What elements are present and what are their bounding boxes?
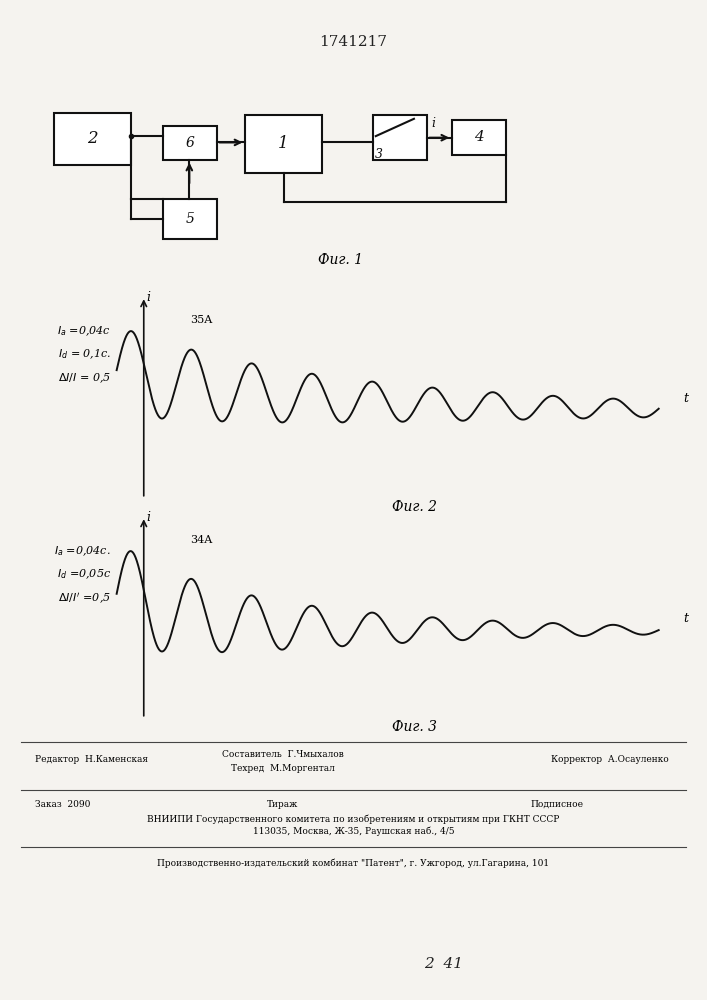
Text: $\Delta I/I$ = 0,5: $\Delta I/I$ = 0,5	[58, 372, 111, 385]
Text: 35A: 35A	[189, 315, 212, 325]
Text: 3: 3	[375, 148, 382, 161]
Text: Редактор  Н.Каменская: Редактор Н.Каменская	[35, 755, 148, 764]
Text: 34A: 34A	[189, 535, 212, 545]
Text: Фиг. 2: Фиг. 2	[392, 500, 437, 514]
Text: $\Delta I/I'$ =0,5: $\Delta I/I'$ =0,5	[58, 591, 111, 606]
Text: $I_a$ =0,04c.: $I_a$ =0,04c.	[54, 544, 111, 558]
Text: Производственно-издательский комбинат "Патент", г. Ужгород, ул.Гагарина, 101: Производственно-издательский комбинат "П…	[158, 858, 549, 867]
Text: $I_a$ =0,04c: $I_a$ =0,04c	[57, 324, 111, 338]
Text: 4: 4	[474, 130, 484, 144]
Text: 1: 1	[278, 135, 289, 152]
Bar	[245, 115, 322, 173]
Text: $I_d$ = 0,1c.: $I_d$ = 0,1c.	[58, 348, 111, 361]
Text: Тираж: Тираж	[267, 800, 298, 809]
Text: Корректор  А.Осауленко: Корректор А.Осауленко	[551, 755, 670, 764]
Text: Составитель  Г.Чмыхалов: Составитель Г.Чмыхалов	[222, 750, 344, 759]
Text: Заказ  2090: Заказ 2090	[35, 800, 90, 809]
Text: t: t	[683, 612, 688, 625]
Text: ВНИИПИ Государственного комитета по изобретениям и открытиям при ГКНТ СССР: ВНИИПИ Государственного комитета по изоб…	[147, 814, 560, 823]
Text: i: i	[146, 511, 151, 524]
Text: 113035, Москва, Ж-35, Раушская наб., 4/5: 113035, Москва, Ж-35, Раушская наб., 4/5	[252, 827, 455, 836]
Bar	[163, 126, 217, 160]
Text: i: i	[431, 117, 435, 130]
Bar	[373, 115, 427, 160]
Text: 6: 6	[185, 136, 194, 150]
Text: Фиг. 1: Фиг. 1	[318, 253, 363, 267]
Text: 1741217: 1741217	[320, 35, 387, 49]
Text: 2  41: 2 41	[424, 957, 463, 971]
Text: Подписное: Подписное	[530, 800, 583, 809]
Text: Фиг. 3: Фиг. 3	[392, 720, 437, 734]
Text: i: i	[146, 291, 151, 304]
Bar	[452, 120, 506, 154]
Bar	[163, 199, 217, 238]
Text: t: t	[683, 392, 688, 405]
Text: Техред  М.Моргентал: Техред М.Моргентал	[231, 764, 334, 773]
Bar	[54, 112, 131, 165]
Text: 2: 2	[87, 130, 98, 147]
Text: $I_d$ =0,05c: $I_d$ =0,05c	[57, 568, 111, 581]
Text: 5: 5	[185, 212, 194, 226]
